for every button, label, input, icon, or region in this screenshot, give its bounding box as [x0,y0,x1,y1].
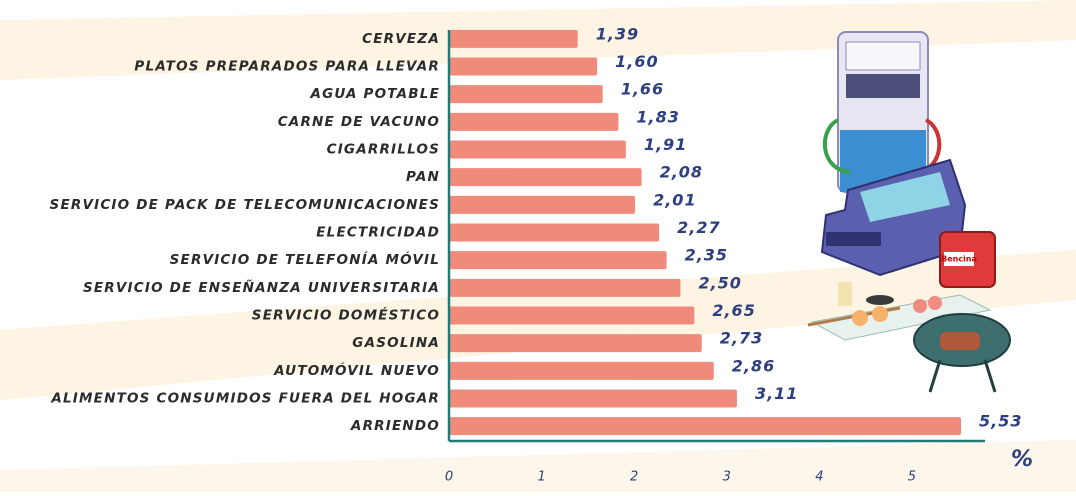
x-tick-label: 1 [537,470,545,485]
category-label: PLATOS PREPARADOS PARA LLEVAR [134,59,440,75]
bar [449,279,680,297]
bar [449,141,626,159]
bar [449,113,618,131]
category-label: AUTOMÓVIL NUEVO [273,361,440,379]
value-label: 3,11 [755,384,798,403]
value-label: 1,60 [615,52,658,71]
value-label: 2,86 [732,356,775,375]
bar [449,168,642,186]
bar [449,362,714,380]
category-label: CERVEZA [362,31,440,47]
value-label: 2,08 [660,163,703,182]
bar [449,196,635,214]
category-label: PAN [406,169,440,185]
category-label: ARRIENDO [350,418,440,434]
bar [449,307,694,325]
x-tick-label: 4 [815,470,823,485]
value-label: 5,53 [979,412,1022,431]
value-label: 2,27 [677,218,720,237]
category-label: SERVICIO DE TELEFONÍA MÓVIL [170,250,440,268]
x-tick-label: 2 [630,470,638,485]
category-label: ELECTRICIDAD [316,225,440,241]
category-label: SERVICIO DOMÉSTICO [252,307,440,324]
chart: 0 1 2 3 4 5 CERVEZA 1,39 PLATOS PREPARADOS PARA … [0,0,1076,492]
bar [449,85,603,103]
value-label: 1,39 [596,24,639,43]
canister-label: Bencina [941,255,977,264]
value-label: 2,50 [698,273,741,292]
bar [449,58,597,76]
x-tick-label: 0 [445,470,453,485]
value-label: 2,73 [720,329,763,348]
x-axis-unit: % [1011,447,1033,472]
category-label: CARNE DE VACUNO [278,114,440,130]
category-label: SERVICIO DE PACK DE TELECOMUNICACIONES [50,197,440,213]
category-label: CIGARRILLOS [327,142,440,158]
x-tick-label: 5 [908,470,916,485]
category-label: SERVICIO DE ENSEÑANZA UNIVERSITARIA [83,279,440,296]
bar [449,417,961,435]
value-label: 1,83 [636,107,679,126]
bar [449,390,737,408]
category-label: GASOLINA [352,335,440,351]
category-label: AGUA POTABLE [309,86,440,102]
value-label: 1,66 [621,80,664,99]
bar [449,30,578,48]
illustration: Bencina [808,32,1010,392]
value-label: 2,65 [712,301,755,320]
bar [449,224,659,242]
bar [449,334,702,352]
bar [449,251,667,269]
value-label: 2,01 [653,190,696,209]
x-tick-label: 3 [723,470,731,485]
value-label: 2,35 [685,246,728,265]
category-label: ALIMENTOS CONSUMIDOS FUERA DEL HOGAR [50,391,440,407]
value-label: 1,91 [644,135,687,154]
